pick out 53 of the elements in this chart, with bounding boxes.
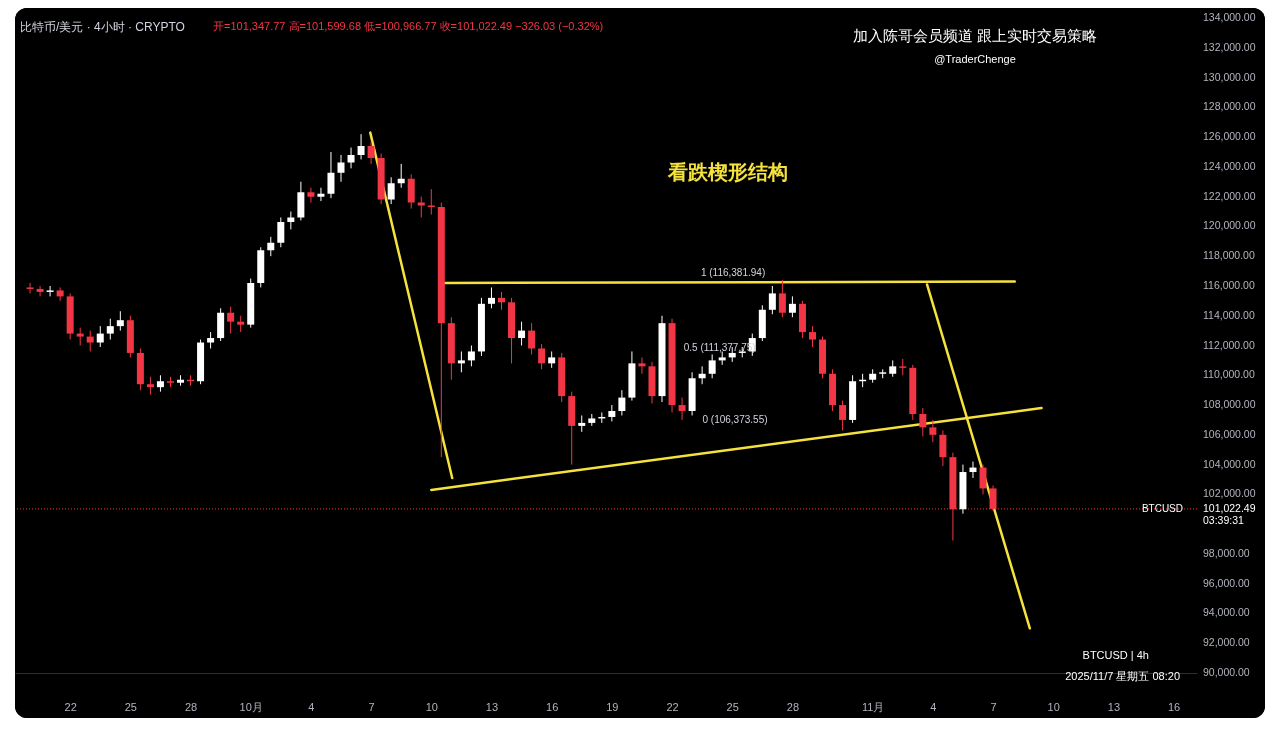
annotation: @TraderChenge — [934, 53, 1016, 65]
text: 03:39:31 — [1203, 514, 1245, 526]
y-tick-label: 90,000.00 — [1203, 666, 1250, 678]
x-tick-label: 4 — [930, 700, 937, 713]
y-tick-label: 132,000.00 — [1203, 40, 1256, 53]
x-tick-label: 10月 — [239, 700, 263, 713]
annotation: BTCUSD | 4h — [1082, 649, 1149, 661]
y-tick-label: 94,000.00 — [1203, 606, 1250, 619]
x-tick-label: 11月 — [861, 700, 885, 713]
x-tick-label: 19 — [606, 700, 619, 713]
y-tick-label: 114,000.00 — [1203, 308, 1255, 321]
text: 101,022.49 — [1203, 502, 1256, 514]
y-tick-label: 116,000.00 — [1203, 278, 1255, 291]
y-tick-label: 128,000.00 — [1203, 100, 1256, 113]
y-tick-label: 98,000.00 — [1203, 546, 1250, 559]
y-tick-label: 130,000.00 — [1203, 70, 1256, 83]
x-tick-label: 22 — [666, 700, 679, 713]
ref-line-label: BTCUSD — [1141, 502, 1183, 514]
y-tick-label: 112,000.00 — [1203, 338, 1255, 351]
x-tick-label: 4 — [308, 700, 315, 713]
y-tick-label: 104,000.00 — [1203, 457, 1256, 470]
x-tick-label: 28 — [786, 700, 800, 713]
y-tick-label: 134,000.00 — [1203, 11, 1256, 23]
annotation: 2025/11/7 星期五 08:20 — [1065, 670, 1180, 682]
annotation: 0 (106,373.55) — [702, 414, 768, 425]
y-tick-label: 118,000.00 — [1203, 249, 1255, 262]
annotation: 看跌楔形结构 — [667, 161, 788, 183]
x-tick-label: 7 — [990, 700, 997, 713]
x-tick-label: 16 — [546, 700, 559, 713]
annotation: 1 (116,381.94) — [700, 267, 766, 279]
x-tick-label: 10 — [1047, 700, 1060, 713]
chart-title: 比特币/美元 · 4小时 · CRYPTO — [20, 20, 185, 34]
y-tick-label: 122,000.00 — [1203, 189, 1256, 202]
y-tick-label: 120,000.00 — [1203, 219, 1256, 232]
y-tick-label: 102,000.00 — [1203, 487, 1256, 500]
x-tick-label: 16 — [1167, 700, 1181, 713]
y-tick-label: 106,000.00 — [1203, 427, 1256, 440]
y-tick-label: 110,000.00 — [1203, 368, 1255, 381]
x-tick-label: 13 — [1107, 700, 1121, 713]
y-tick-label: 126,000.00 — [1203, 130, 1256, 143]
x-tick-label: 10 — [425, 700, 438, 713]
annotation: 加入陈哥会员频道 跟上实时交易策略 — [852, 27, 1098, 44]
y-tick-label: 96,000.00 — [1203, 576, 1250, 589]
x-tick-label: 25 — [124, 700, 137, 713]
x-tick-label: 13 — [485, 700, 499, 713]
y-tick-label: 92,000.00 — [1203, 636, 1250, 649]
y-tick-label: 124,000.00 — [1203, 159, 1256, 172]
x-tick-label: 28 — [184, 700, 198, 713]
x-tick-label: 7 — [368, 700, 375, 713]
x-tick-label: 25 — [726, 700, 739, 713]
chart-subtitle: 开=101,347.77 高=101,599.68 低=100,966.77 收=101,022.49 −326.03 (−0.32%) — [213, 20, 604, 32]
y-tick-label: 108,000.00 — [1203, 398, 1256, 411]
x-tick-label: 22 — [64, 700, 77, 713]
